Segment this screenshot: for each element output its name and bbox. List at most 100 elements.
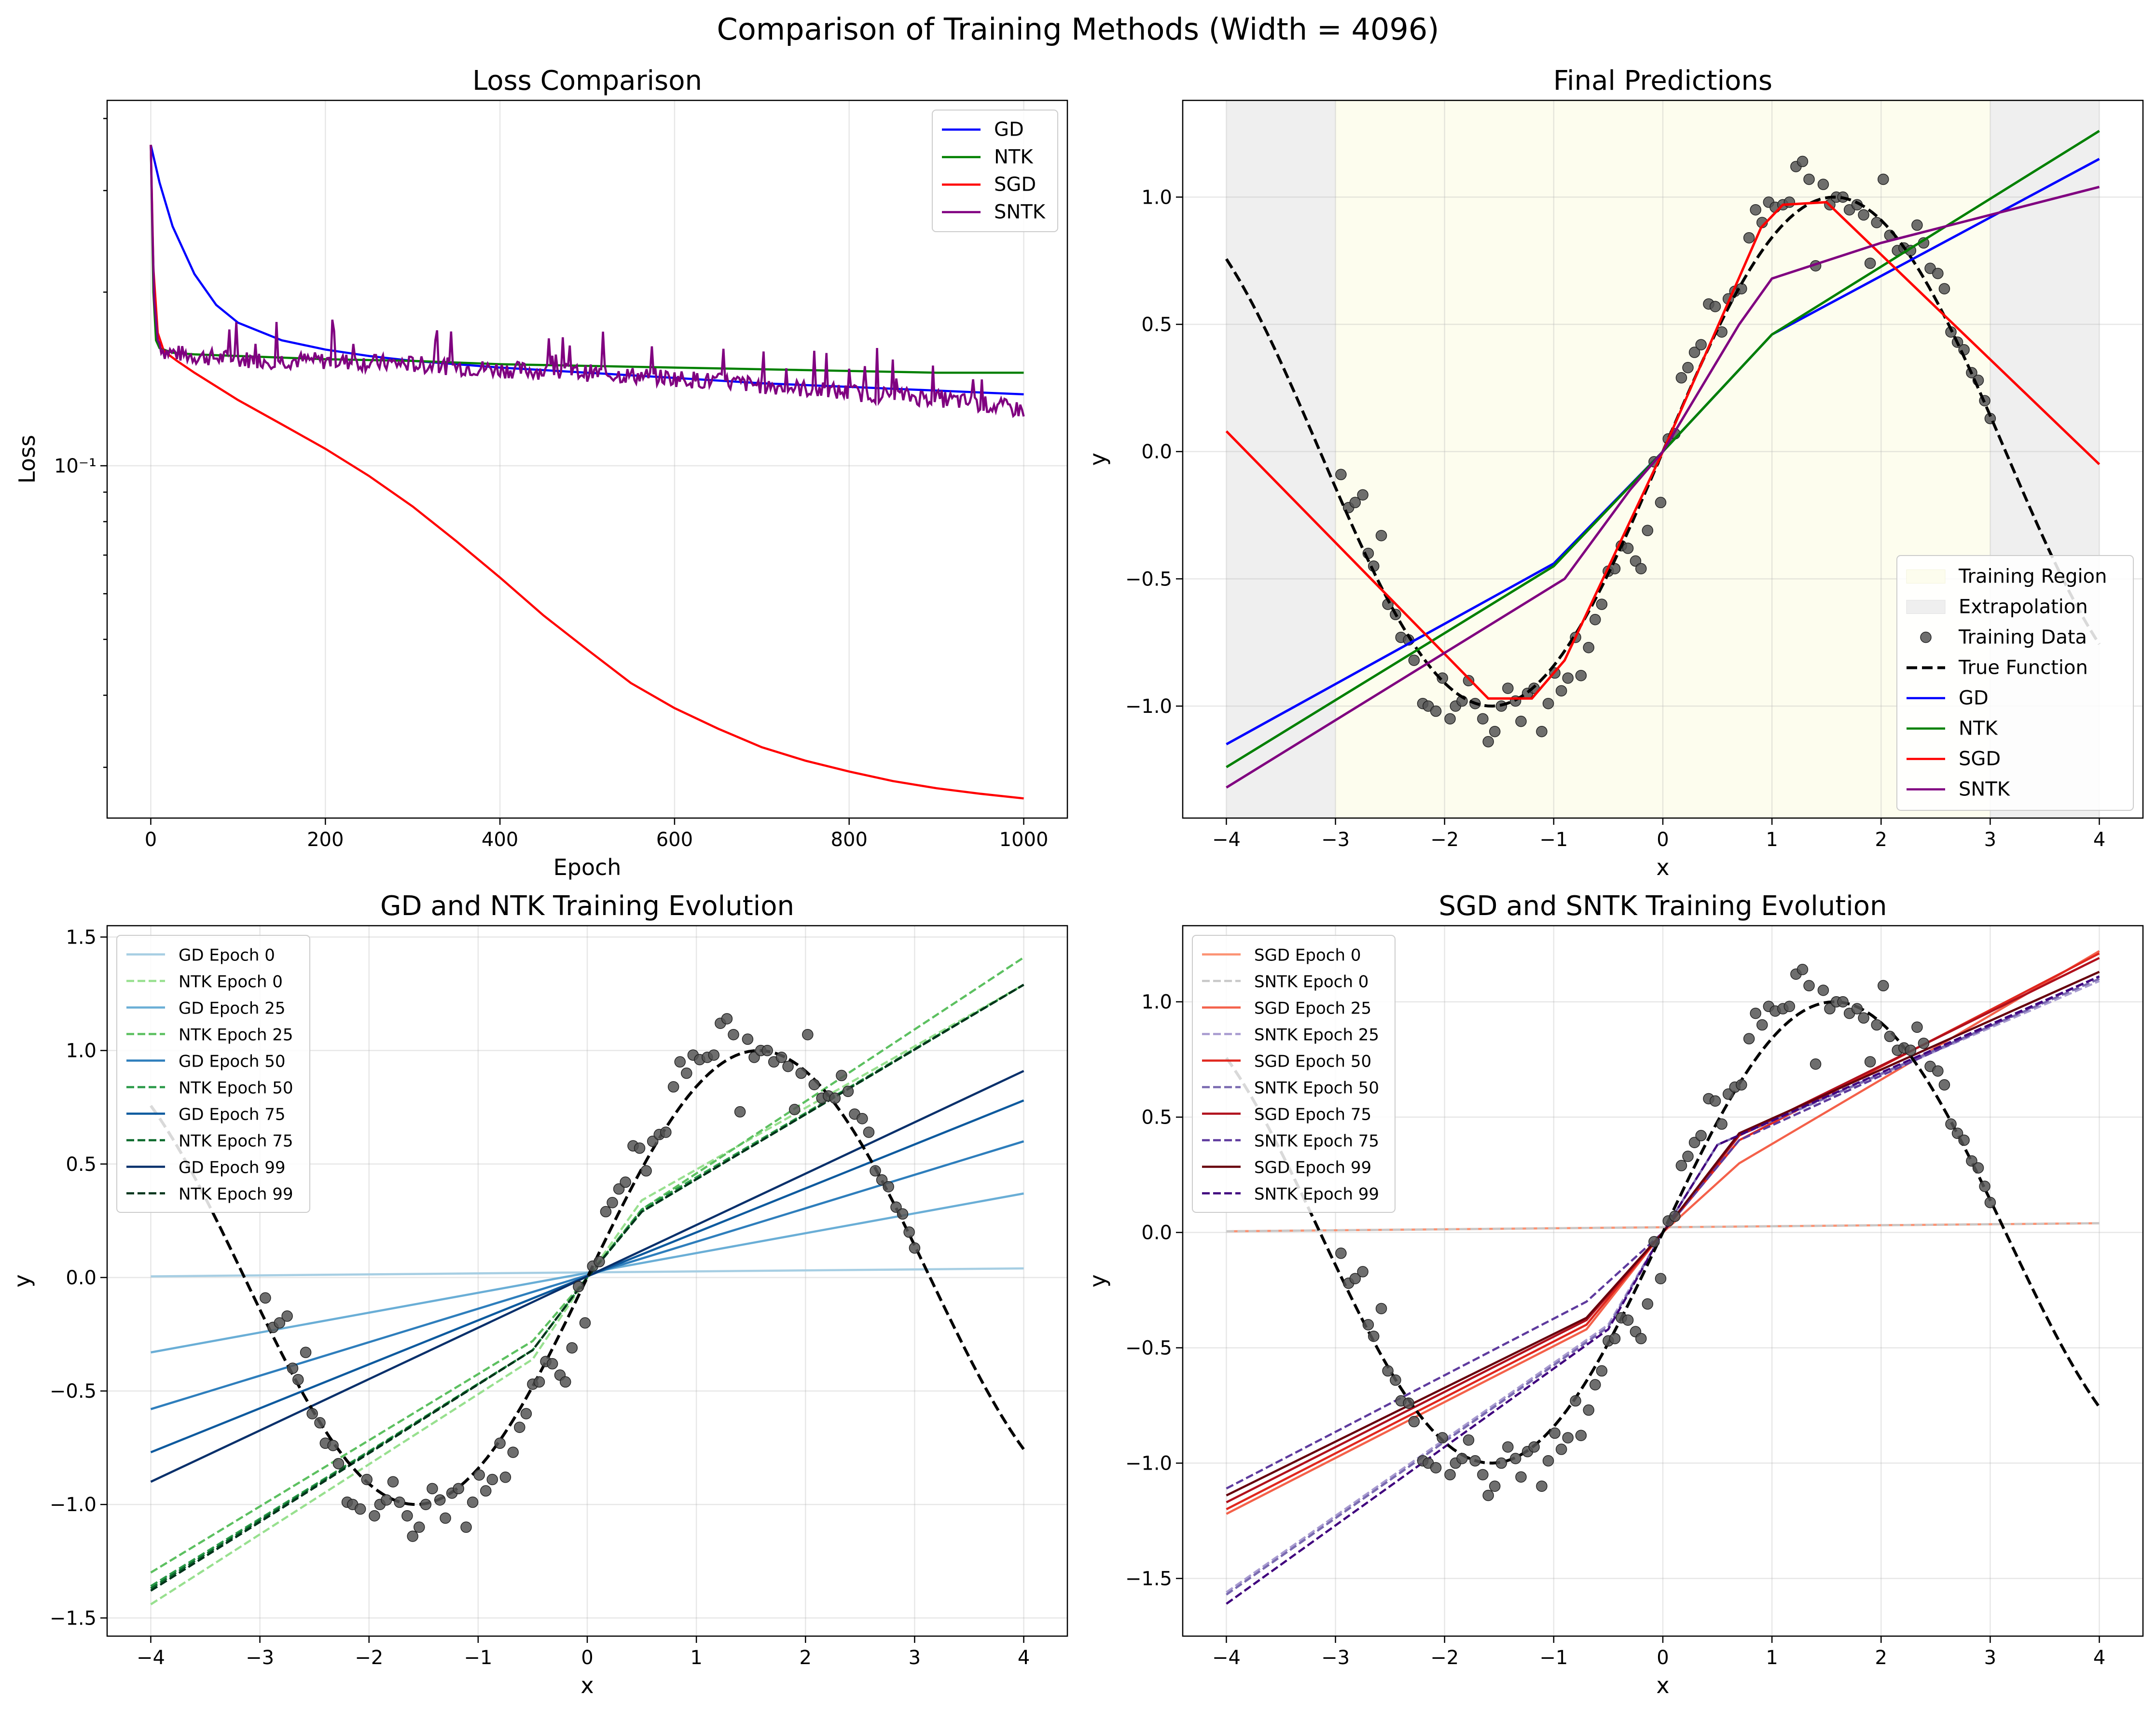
training-data-point <box>1938 283 1950 294</box>
legend-item: SNTK Epoch 25 <box>1202 1026 1379 1045</box>
legend-item: SGD Epoch 75 <box>1202 1105 1371 1125</box>
training-data-point <box>387 1476 399 1487</box>
legend-item: NTK Epoch 99 <box>126 1185 293 1204</box>
legend-label: Extrapolation <box>1959 596 2088 618</box>
x-tick-label: −2 <box>1430 1647 1459 1669</box>
training-data-point <box>1502 1441 1514 1453</box>
legend-item: SNTK <box>942 201 1046 223</box>
legend-label: NTK Epoch 0 <box>179 973 283 992</box>
legend-label: SGD Epoch 50 <box>1254 1052 1371 1071</box>
x-tick-label: −1 <box>1539 829 1568 851</box>
training-data-point <box>863 1126 875 1138</box>
training-data-point <box>1864 257 1876 269</box>
training-data-point <box>842 1085 854 1098</box>
training-data-point <box>734 1106 746 1118</box>
legend-item: SGD Epoch 50 <box>1202 1052 1371 1071</box>
training-data-point <box>1477 1469 1489 1481</box>
training-data-point <box>427 1483 438 1495</box>
legend-item: NTK Epoch 25 <box>126 1026 293 1045</box>
training-data-point <box>361 1473 373 1486</box>
y-tick-label: −0.5 <box>50 1380 97 1403</box>
series-line-sntk-epoch-0 <box>1226 1222 2100 1233</box>
y-tick-label: −1.5 <box>50 1607 97 1629</box>
training-data-point <box>681 1067 692 1079</box>
legend-label: GD Epoch 50 <box>179 1052 286 1071</box>
training-data-point <box>1783 1000 1796 1013</box>
training-data-point <box>1536 1480 1548 1492</box>
training-data-point <box>1408 654 1420 666</box>
training-data-point <box>1477 713 1489 725</box>
training-data-point <box>1905 1044 1917 1056</box>
x-tick-label: −1 <box>1539 1647 1568 1669</box>
training-data-point <box>1463 1434 1475 1446</box>
x-axis-label: Epoch <box>553 854 622 880</box>
legend-label: GD <box>1959 687 1989 709</box>
training-data-point <box>909 1242 921 1254</box>
training-data-point <box>546 1358 558 1370</box>
training-data-point <box>1589 613 1601 625</box>
training-data-point <box>332 1458 345 1470</box>
legend-item: GD Epoch 75 <box>126 1105 286 1125</box>
legend-label: NTK Epoch 50 <box>179 1079 293 1098</box>
training-data-point <box>870 1165 881 1177</box>
legend-item: SGD Epoch 0 <box>1202 946 1361 965</box>
training-data-point <box>728 1028 739 1041</box>
y-tick-label: 1.0 <box>1141 991 1172 1014</box>
legend-item: Training Region <box>1906 566 2107 588</box>
training-data-point <box>1675 372 1687 384</box>
training-data-point <box>1918 1037 1930 1049</box>
plot-area <box>150 956 1025 1606</box>
training-data-point <box>420 1499 432 1510</box>
training-data-point <box>260 1292 271 1304</box>
training-data-point <box>775 1052 788 1063</box>
training-data-point <box>897 1208 909 1220</box>
training-data-point <box>876 1174 888 1186</box>
legend: SGD Epoch 0 SNTK Epoch 0 SGD Epoch 25 SNTK … <box>1192 935 1396 1213</box>
training-data-point <box>499 1472 511 1483</box>
training-data-point <box>802 1028 814 1041</box>
panel-title: Loss Comparison <box>472 65 702 97</box>
series-line-gd-epoch-25 <box>151 1192 1024 1354</box>
training-data-point <box>1382 1365 1394 1377</box>
training-data-point <box>782 1060 794 1072</box>
legend-item: SGD <box>942 174 1036 196</box>
training-data-point <box>1688 347 1700 358</box>
legend-label: GD Epoch 25 <box>179 999 286 1018</box>
y-axis-label: y <box>9 1274 35 1287</box>
training-data-point <box>795 1067 807 1079</box>
x-tick-label: 1 <box>1766 1647 1778 1669</box>
legend-item: SNTK <box>1907 778 2011 801</box>
training-data-point <box>1743 1033 1755 1044</box>
y-tick-label: 1.5 <box>66 927 97 949</box>
legend-swatch <box>1906 600 1946 614</box>
training-data-point <box>1528 1441 1540 1453</box>
training-data-point <box>381 1494 392 1506</box>
legend-label: Training Region <box>1958 566 2107 588</box>
training-data-point <box>1669 1210 1681 1222</box>
legend-item: NTK Epoch 75 <box>126 1132 293 1151</box>
legend-item: SGD <box>1907 748 2001 770</box>
plot-area <box>1225 950 2101 1605</box>
training-data-point <box>354 1503 366 1515</box>
training-data-point <box>1509 1453 1521 1464</box>
training-data-point <box>560 1376 571 1388</box>
training-data-point <box>748 1052 760 1063</box>
legend-label: SNTK Epoch 50 <box>1254 1079 1379 1098</box>
training-data-point <box>1463 675 1475 687</box>
legend-label: Training Data <box>1958 626 2087 649</box>
training-data-point <box>306 1408 318 1419</box>
series-line-sntk <box>1226 185 2100 789</box>
training-data-point <box>1368 1330 1380 1342</box>
legend: GD NTK SGD SNTK <box>932 110 1058 232</box>
training-data-point <box>1911 1021 1923 1033</box>
training-data-point <box>1642 525 1654 536</box>
y-tick-label: 0.5 <box>1141 314 1172 336</box>
training-data-point <box>1489 1480 1501 1492</box>
training-data-point <box>1562 1432 1574 1444</box>
plot-area <box>1225 130 2101 789</box>
training-data-point <box>579 1317 591 1329</box>
x-tick-label: 2 <box>1875 1647 1887 1669</box>
legend-label: SNTK Epoch 99 <box>1254 1185 1379 1204</box>
training-data-point <box>1437 672 1448 684</box>
legend-item: SNTK Epoch 75 <box>1202 1132 1379 1151</box>
